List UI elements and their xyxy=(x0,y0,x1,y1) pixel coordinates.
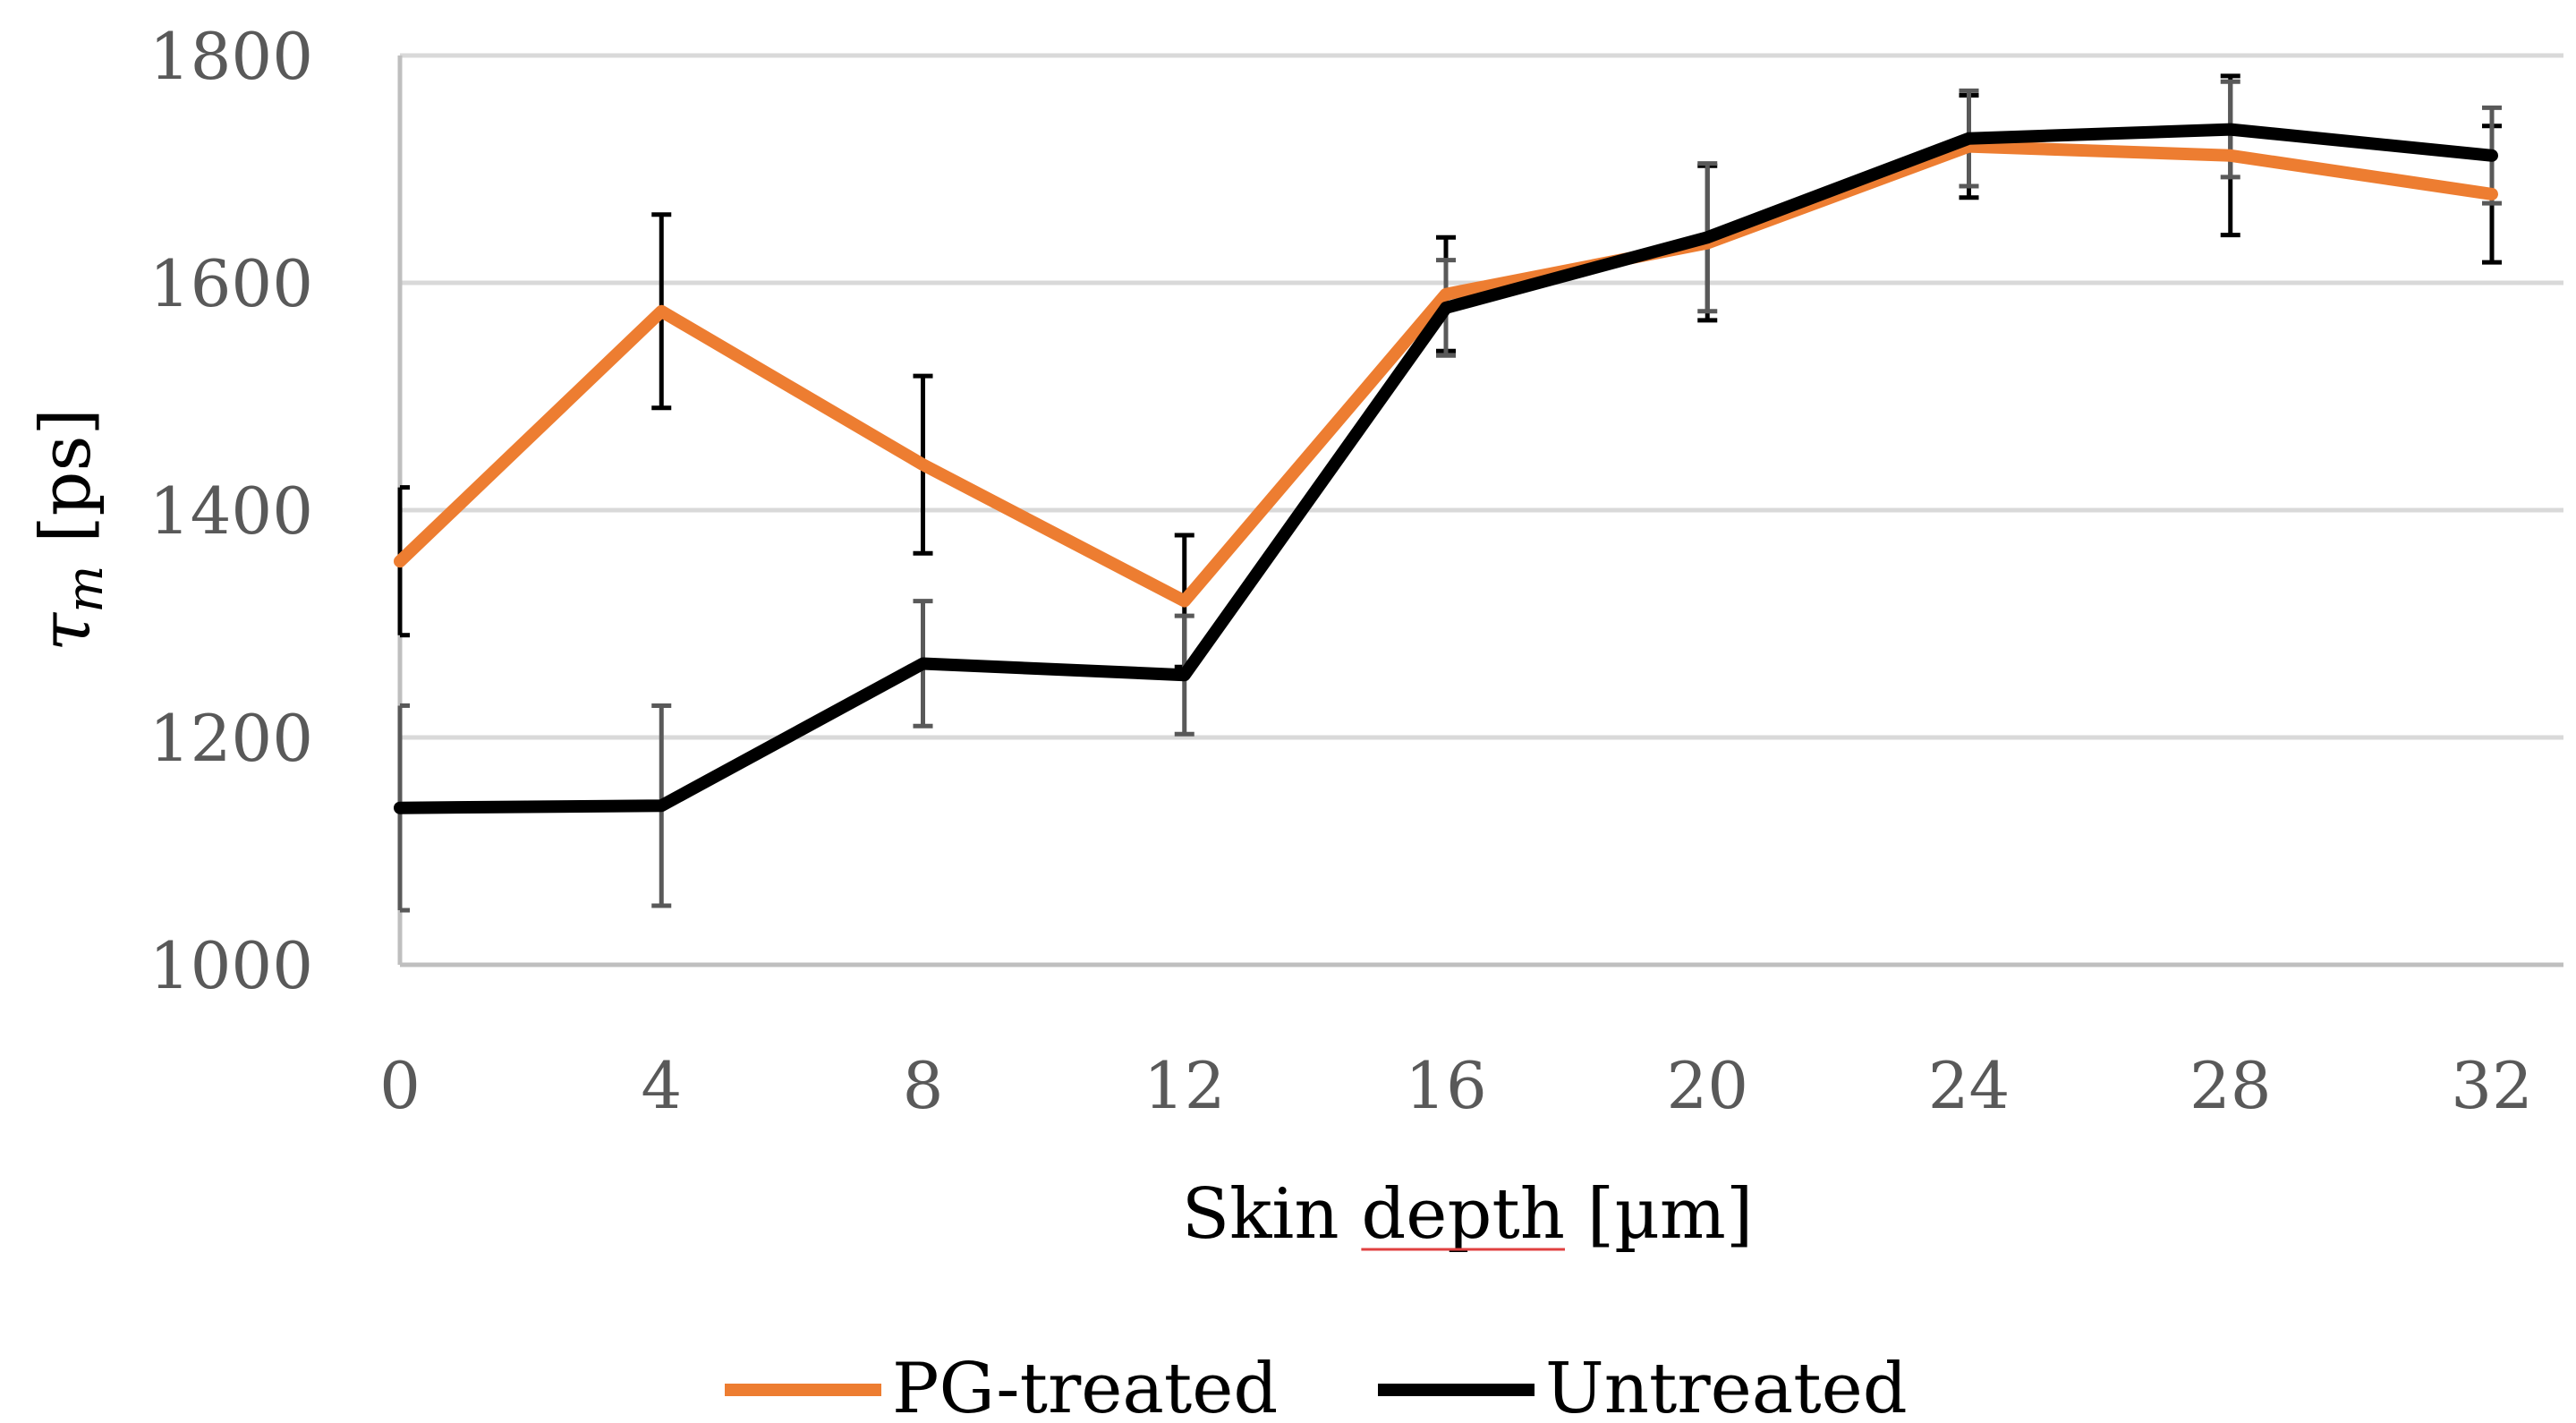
x-tick-label-8: 8 xyxy=(903,1048,944,1123)
series-line-pg-treated xyxy=(394,140,2498,608)
error-bars xyxy=(397,73,2502,913)
y-axis-title: τm [ps] xyxy=(26,408,115,652)
legend: PG-treated Untreated xyxy=(725,1349,1908,1423)
x-axis-title: Skin depth [µm] xyxy=(1182,1174,1754,1255)
x-axis-title-main: Skin xyxy=(1182,1174,1362,1255)
x-tick-label-4: 4 xyxy=(641,1048,682,1123)
y-axis-subscript: m xyxy=(56,566,115,613)
x-tick-label-28: 28 xyxy=(2189,1048,2272,1123)
y-tick-labels: 1000 1200 1400 1600 1800 xyxy=(149,19,313,1003)
y-axis-symbol: τ xyxy=(26,611,106,652)
x-tick-label-12: 12 xyxy=(1143,1048,1226,1123)
y-tick-label-1600: 1600 xyxy=(149,246,313,321)
y-tick-label-1200: 1200 xyxy=(149,701,313,776)
x-axis-title-unit: [µm] xyxy=(1565,1174,1753,1255)
y-tick-label-1400: 1400 xyxy=(149,473,313,549)
x-axis-title-underlined: depth xyxy=(1361,1174,1565,1255)
series-line-untreated xyxy=(394,123,2498,814)
series-lines xyxy=(394,123,2498,814)
y-axis-unit: [ps] xyxy=(26,408,106,566)
x-tick-label-24: 24 xyxy=(1928,1048,2011,1123)
y-tick-label-1000: 1000 xyxy=(149,928,313,1003)
legend-label-pg-treated: PG-treated xyxy=(892,1349,1278,1423)
x-tick-label-16: 16 xyxy=(1405,1048,1487,1123)
x-tick-label-32: 32 xyxy=(2451,1048,2533,1123)
x-tick-label-0: 0 xyxy=(379,1048,421,1123)
legend-label-untreated: Untreated xyxy=(1545,1349,1908,1423)
x-tick-label-20: 20 xyxy=(1666,1048,1748,1123)
x-tick-labels: 0 4 8 12 16 20 24 28 32 xyxy=(379,1048,2533,1123)
y-tick-label-1800: 1800 xyxy=(149,19,313,94)
